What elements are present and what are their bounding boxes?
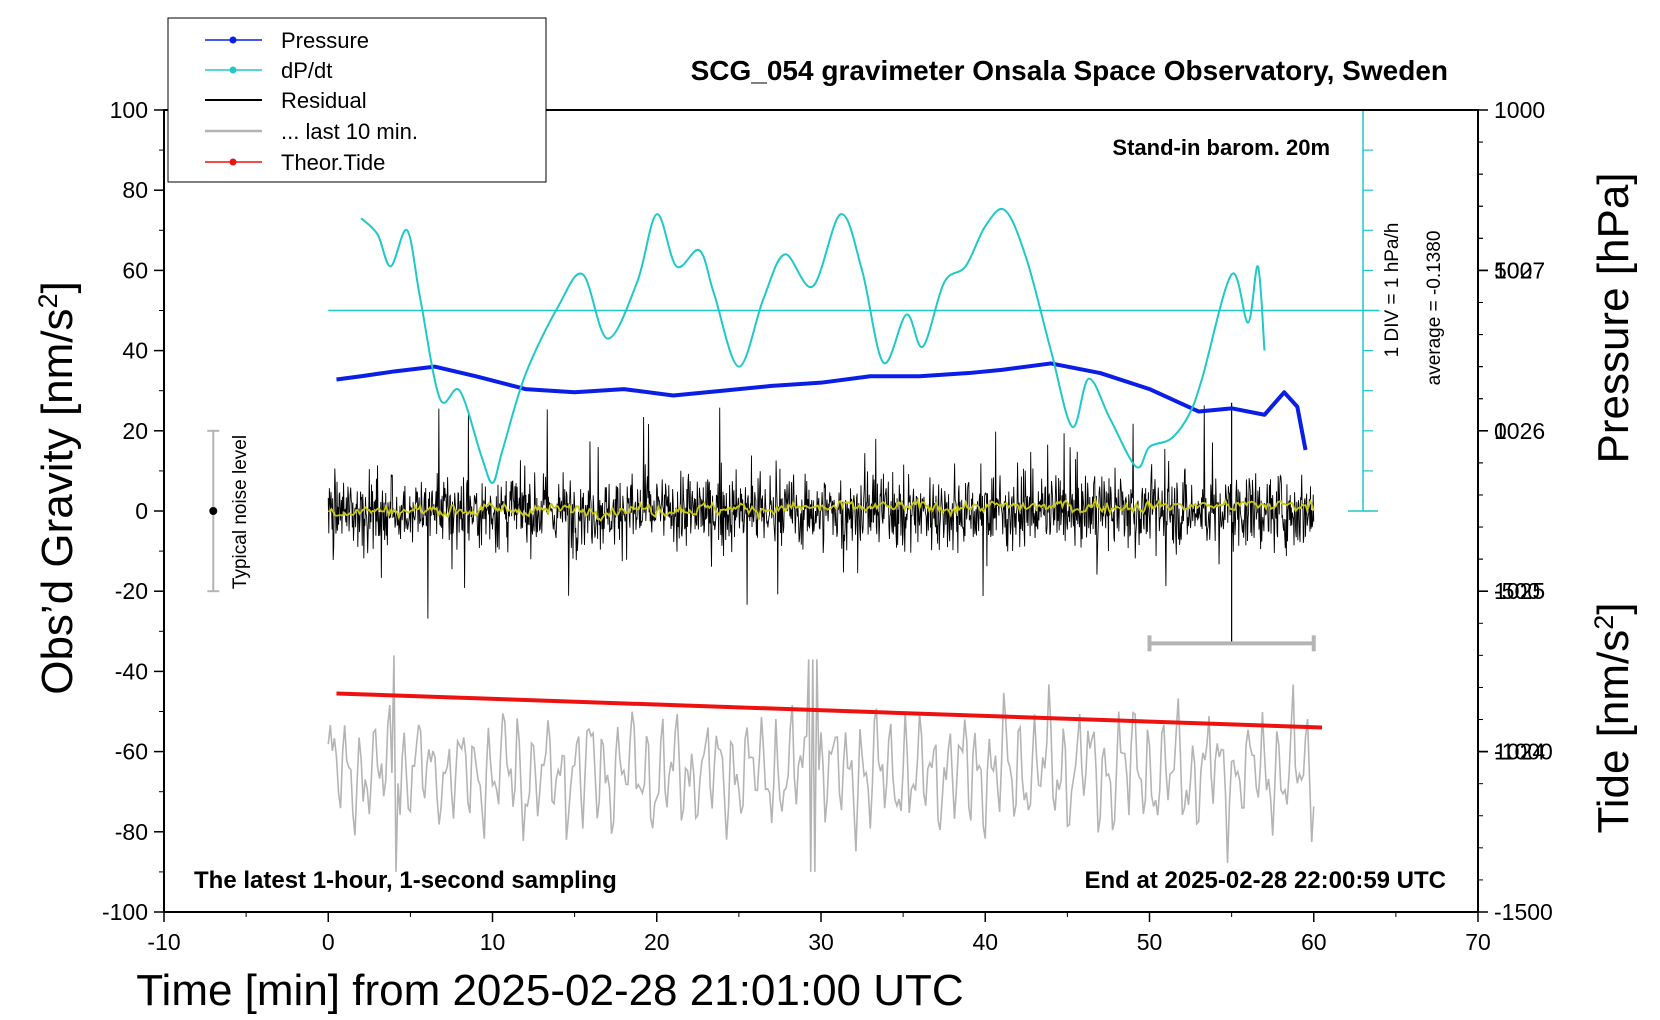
pressure-tick-label-1027: 1027 [1494,257,1545,283]
theoretical-tide-line [336,691,1323,730]
y-axis-label-left-sup: 2 [33,293,63,308]
y-tick-label--20: -20 [115,578,148,604]
residual-line [327,405,1315,619]
y-tick-label-80: 80 [122,177,148,203]
y-tick-label--100: -100 [102,899,148,925]
axis-layer: -10 0 10 20 30 40 50 60 70-100-80-60-40-20020406… [102,97,1553,955]
pressure-tick-label-1026: 1026 [1494,418,1545,444]
tide-tick-label-1000: 1000 [1494,97,1545,123]
latest-annotation: The latest 1-hour, 1-second sampling [194,867,617,894]
barometer-annotation: Stand-in barom. 20m [1112,135,1330,160]
tide-axis-label-close: ] [1589,602,1638,614]
noise-text: Typical noise level [230,435,251,589]
tide-tick-label-0: 0 [1494,418,1507,444]
x-tick-label-10: 10 [480,929,506,955]
legend-label-residual: Residual [281,88,367,113]
legend-marker-theor-tide [229,158,237,166]
tide-axis-label-sup: 2 [1589,615,1619,630]
legend-label-pressure: Pressure [281,28,369,53]
x-tick-label-60: 60 [1301,929,1327,955]
noise-bar-center [209,507,218,515]
legend-entry-theor-tide: Theor.Tide [205,150,385,175]
last-10-min-line [327,655,1315,872]
smoothed-residual-line [328,496,1315,523]
legend-marker-dpdt [229,66,237,74]
y-axis-label-left-text: Obs’d Gravity [nm/s [33,308,82,694]
legend-entry-last-10-min: ... last 10 min. [205,119,418,144]
x-tick-label-30: 30 [808,929,834,955]
y-tick-label--40: -40 [115,658,148,684]
svg-text:Tide [nm/s2]: Tide [nm/s2] [1589,602,1638,833]
y-tick-label-40: 40 [122,338,148,364]
pressure-tick-label-1024: 1024 [1494,739,1545,765]
y-axis-label-left: Obs’d Gravity [nm/s2] [33,281,82,695]
legend: Pressure dP/dt Residual ... last 10 min.… [167,17,547,183]
y-tick-label-60: 60 [122,257,148,283]
tide-axis-label-text: Tide [nm/s [1589,630,1638,834]
dpdt-scale-text: 1 DIV = 1 hPa/h [1382,223,1403,358]
data-layer [207,109,1380,872]
legend-entry-residual: Residual [205,88,367,113]
x-axis-label: Time [min] from 2025-02-28 21:01:00 UTC [136,966,963,1015]
pressure-axis-label: Pressure [hPa] [1589,172,1638,463]
x-tick-label-20: 20 [644,929,670,955]
dpdt-average-text: average = -0.1380 [1424,231,1445,386]
dpdt-average-annotation: average = -0.1380 [1424,231,1445,386]
legend-label-last-10-min: ... last 10 min. [281,119,418,144]
pressure-axis-label-text: Pressure [hPa] [1589,172,1638,463]
tide-tick-label-500: 500 [1494,257,1532,283]
y-tick-label-20: 20 [122,418,148,444]
y-tick-label-100: 100 [110,97,148,123]
tide-tick-label--1000: -1000 [1494,739,1553,765]
legend-marker-pressure [229,36,237,44]
legend-entry-pressure: Pressure [205,28,369,53]
y-axis-label-left-close: ] [33,281,82,293]
x-tick-label-70: 70 [1465,929,1491,955]
y-tick-label-0: 0 [135,498,148,524]
tide-tick-label--1500: -1500 [1494,899,1553,925]
y-tick-label--60: -60 [115,739,148,765]
tide-axis-label: Tide [nm/s2] [1589,602,1638,833]
x-tick-label-40: 40 [972,929,998,955]
end-annotation: End at 2025-02-28 22:00:59 UTC [1085,867,1447,894]
chart-title: SCG_054 gravimeter Onsala Space Observat… [691,55,1448,86]
dpdt-scale-annotation: 1 DIV = 1 hPa/h [1382,223,1403,358]
y-tick-label--80: -80 [115,819,148,845]
dpdt-line [360,208,1266,484]
legend-entry-dpdt: dP/dt [205,58,332,83]
x-tick-label-50: 50 [1137,929,1163,955]
legend-label-theor-tide: Theor.Tide [281,150,385,175]
pressure-tick-label-1025: 1025 [1494,578,1545,604]
x-tick-label-0: 0 [322,929,335,955]
pressure-line [336,361,1308,451]
noise-annotation: Typical noise level [230,435,251,589]
legend-label-dpdt: dP/dt [281,58,332,83]
tide-tick-label--500: -500 [1494,578,1540,604]
x-tick-label--10: -10 [147,929,180,955]
svg-text:Obs’d Gravity [nm/s2]: Obs’d Gravity [nm/s2] [33,281,82,695]
